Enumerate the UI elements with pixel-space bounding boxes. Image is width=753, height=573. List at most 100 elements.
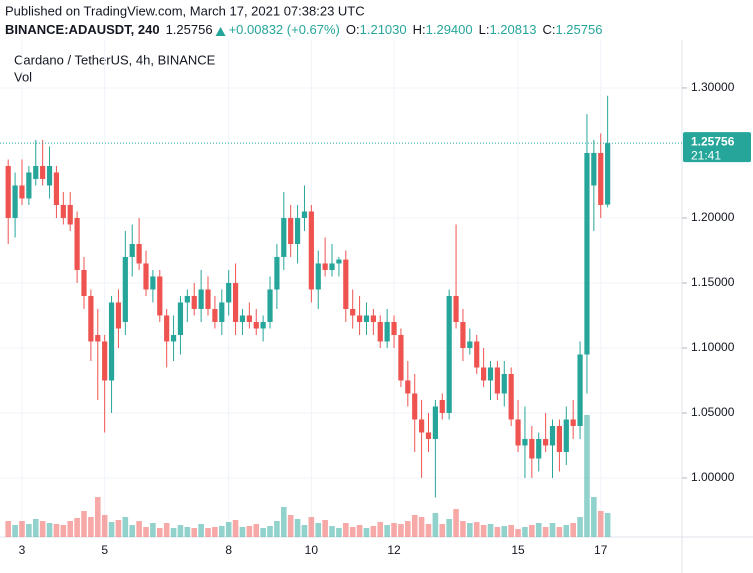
volume-bar xyxy=(198,524,204,537)
volume-bar xyxy=(205,528,211,537)
candle-body xyxy=(522,438,528,446)
candle-body xyxy=(267,289,273,322)
candle-body xyxy=(322,263,328,270)
volume-bar xyxy=(101,515,108,537)
volume-label: Vol xyxy=(14,69,32,84)
volume-bar xyxy=(591,497,597,537)
candle-body xyxy=(108,302,115,381)
volume-bar xyxy=(336,528,342,537)
symbol: BINANCE:ADAUSDT, 240 xyxy=(5,22,160,37)
candle-body xyxy=(122,256,128,322)
volume-bar xyxy=(425,524,432,537)
volume-bar xyxy=(480,525,487,537)
volume-bar xyxy=(191,528,198,537)
ohlc-label: O: xyxy=(346,22,360,37)
volume-bar xyxy=(81,511,87,537)
volume-bar xyxy=(398,524,404,537)
candle-body xyxy=(446,295,452,413)
ohlc-label: C: xyxy=(542,22,555,37)
candle-body xyxy=(494,367,500,394)
candle-body xyxy=(115,302,122,329)
volume-bar xyxy=(453,509,459,537)
volume-bar xyxy=(308,517,315,537)
candle-body xyxy=(281,217,287,257)
volume-bar xyxy=(267,526,273,537)
up-arrow-icon xyxy=(215,27,226,36)
candle-body xyxy=(219,302,225,322)
candle-body xyxy=(274,256,280,290)
candle-body xyxy=(439,399,445,413)
price-tag-value: 1.25756 xyxy=(691,134,735,148)
last-price: 1.25756 xyxy=(166,22,213,37)
candle-body xyxy=(136,243,142,264)
candle-body xyxy=(529,438,535,459)
volume-bar xyxy=(156,528,163,537)
volume-bar xyxy=(136,521,142,537)
candle-body xyxy=(474,341,480,368)
volume-bar xyxy=(563,525,570,537)
candle-body xyxy=(363,315,370,322)
candle-body xyxy=(536,438,542,459)
candle-body xyxy=(198,289,204,309)
volume-bar xyxy=(529,525,535,537)
candle-body xyxy=(157,276,163,316)
candle-body xyxy=(81,269,87,296)
candle-body xyxy=(419,419,425,433)
candle-body xyxy=(549,425,556,446)
candle-body xyxy=(246,315,252,322)
volume-bar xyxy=(405,521,411,537)
price-tag xyxy=(683,132,751,163)
volume-bar xyxy=(460,521,466,537)
candle-body xyxy=(398,334,404,381)
volume-bar xyxy=(74,518,80,537)
candle-body xyxy=(460,321,466,348)
candle-body xyxy=(12,185,18,218)
candle-body xyxy=(191,295,197,309)
volume-bar xyxy=(597,511,604,537)
candle-body xyxy=(19,185,25,199)
x-tick-label: 5 xyxy=(101,543,108,557)
ohlc-value: 1.29400 xyxy=(426,22,473,37)
candle-body xyxy=(143,263,149,290)
candle-body xyxy=(53,172,60,205)
candle-body xyxy=(212,308,218,322)
candle-body xyxy=(336,259,342,264)
volume-bar xyxy=(150,523,156,537)
x-tick-label: 10 xyxy=(305,543,319,557)
volume-bar xyxy=(515,529,521,537)
volume-bar xyxy=(343,523,349,537)
candle-body xyxy=(508,373,514,420)
volume-bar xyxy=(246,526,253,537)
volume-bar xyxy=(122,517,129,537)
volume-bar xyxy=(604,513,611,537)
volume-bar xyxy=(60,525,67,537)
volume-bar xyxy=(287,515,294,537)
volume-bar xyxy=(46,523,53,537)
volume-bar xyxy=(329,526,335,537)
volume-bar xyxy=(418,517,425,537)
candle-body xyxy=(556,425,562,452)
symbol-line: BINANCE:ADAUSDT, 240 1.25756 +0.00832 (+0.… xyxy=(5,22,602,37)
volume-bar xyxy=(281,507,287,537)
candle-body xyxy=(329,263,335,270)
candle-body xyxy=(432,406,438,439)
volume-bar xyxy=(32,519,39,537)
candle-body xyxy=(150,276,156,290)
volume-bar xyxy=(239,527,246,537)
candle-body xyxy=(26,172,32,199)
volume-bar xyxy=(570,523,576,537)
candle-body xyxy=(453,295,459,322)
volume-bar xyxy=(67,521,74,537)
candle-body xyxy=(177,302,184,335)
volume-bar xyxy=(370,526,377,537)
candle-body xyxy=(253,321,259,329)
candle-body xyxy=(33,165,39,179)
candle-body xyxy=(584,152,590,355)
candle-body xyxy=(570,419,576,426)
candle-body xyxy=(598,152,604,205)
volume-bar xyxy=(446,519,452,537)
candle-body xyxy=(301,211,308,218)
volume-bar xyxy=(556,527,563,537)
candle-body xyxy=(343,259,349,309)
volume-bar xyxy=(535,523,542,537)
